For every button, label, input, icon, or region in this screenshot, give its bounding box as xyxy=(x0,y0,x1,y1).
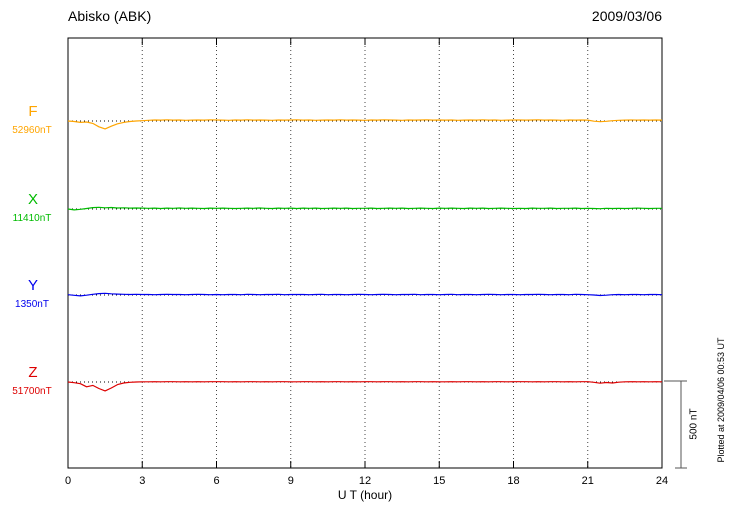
series-baseline-y: 1350nT xyxy=(15,299,49,310)
series-name-f: F xyxy=(28,103,38,120)
trace-X xyxy=(67,206,662,211)
series-name-x: X xyxy=(27,191,38,208)
date-label: 2009/03/06 xyxy=(591,8,662,24)
series-baseline-f: 52960nT xyxy=(12,125,52,136)
series-name-z: Z xyxy=(28,364,38,381)
series-baseline-z: 51700nT xyxy=(12,386,52,397)
plot-timestamp-note: Plotted at 2009/04/06 00:53 UT xyxy=(716,337,726,463)
tick-label: 3 xyxy=(139,475,145,487)
tick-label: 18 xyxy=(507,475,519,487)
trace-Y xyxy=(67,292,663,297)
trace-Z xyxy=(67,381,663,392)
tick-label: 6 xyxy=(213,475,219,487)
tick-label: 24 xyxy=(656,475,668,487)
x-axis-label: U T (hour) xyxy=(337,488,393,502)
tick-label: 21 xyxy=(582,475,594,487)
tick-label: 15 xyxy=(433,475,445,487)
series-baseline-x: 11410nT xyxy=(12,213,52,224)
tick-label: 12 xyxy=(359,475,371,487)
trace-F xyxy=(67,119,663,130)
tick-label: 0 xyxy=(65,475,71,487)
tick-label: 9 xyxy=(288,475,294,487)
scale-bar-label: 500 nT xyxy=(688,408,700,440)
series-name-y: Y xyxy=(27,277,38,294)
station-title: Abisko (ABK) xyxy=(68,8,152,24)
